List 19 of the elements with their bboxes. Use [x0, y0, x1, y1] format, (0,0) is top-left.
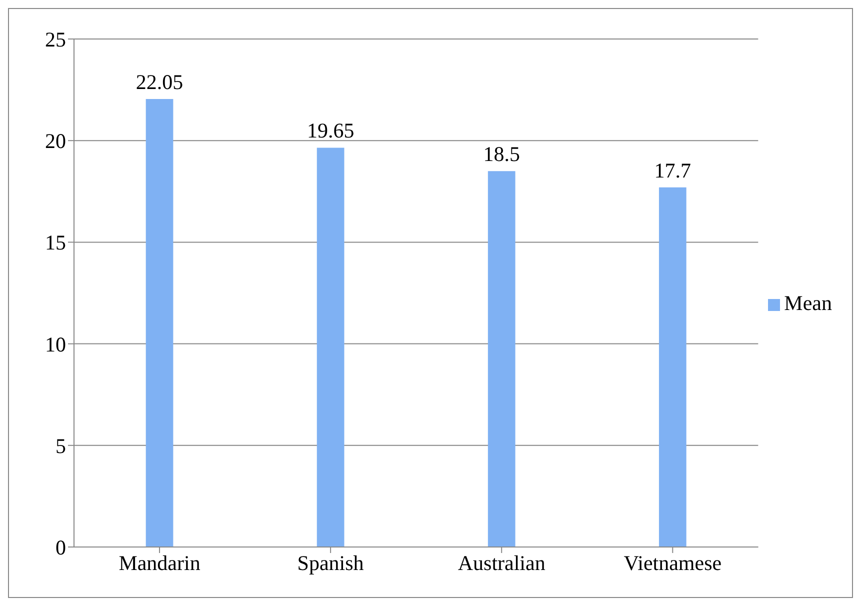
y-tick-label: 10 — [45, 332, 66, 356]
data-label: 19.65 — [306, 118, 354, 143]
y-tick-label: 15 — [45, 230, 66, 255]
x-tick-label: Vietnamese — [624, 550, 722, 575]
bar — [488, 171, 516, 547]
data-label: 22.05 — [136, 70, 184, 94]
data-label: 17.7 — [654, 158, 692, 182]
y-tick-label: 5 — [56, 434, 66, 458]
y-tick-label: 0 — [56, 535, 66, 560]
bar — [658, 187, 686, 547]
bar — [316, 148, 344, 547]
bar — [146, 98, 174, 547]
x-tick-label: Australian — [458, 550, 546, 575]
legend-label: Mean — [784, 290, 832, 314]
x-tick-label: Spanish — [297, 550, 364, 575]
y-tick-label: 25 — [45, 27, 66, 52]
x-tick-label: Mandarin — [118, 550, 201, 575]
y-tick-label: 20 — [45, 129, 66, 154]
data-label: 18.5 — [483, 142, 520, 166]
